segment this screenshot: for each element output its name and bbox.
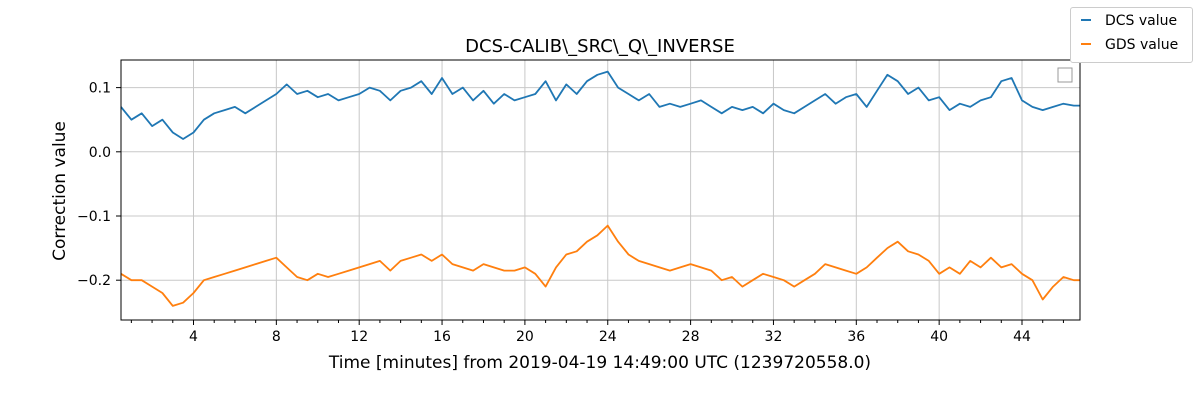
- legend-item-dcs: DCS value: [1081, 12, 1177, 30]
- series-line-gds: [120, 224, 1080, 307]
- x-tick-label: 20: [516, 329, 534, 345]
- x-tick-label: 36: [847, 329, 865, 345]
- y-tick-label: −0.1: [77, 209, 111, 225]
- legend-swatch-gds: [1081, 43, 1091, 45]
- x-tick-label: 32: [765, 329, 783, 345]
- y-axis-label: Correction value: [50, 121, 70, 261]
- x-tick-label: 8: [272, 329, 281, 345]
- legend: DCS value GDS value: [1070, 7, 1193, 63]
- x-tick-label: 28: [682, 329, 700, 345]
- x-tick-label: 12: [350, 329, 368, 345]
- legend-item-gds: GDS value: [1081, 36, 1178, 54]
- legend-label-dcs: DCS value: [1105, 13, 1178, 29]
- x-tick-label: 24: [599, 329, 617, 345]
- x-axis-label: Time [minutes] from 2019-04-19 14:49:00 …: [328, 353, 871, 373]
- inner-legend-box: [1057, 67, 1073, 83]
- legend-swatch-dcs: [1081, 19, 1091, 21]
- plot-area: 4 8 12 16 20 24 28 32 36 40 44 0.1 0.0 −0.1 −0.2: [77, 59, 1081, 345]
- x-tick-label: 4: [189, 329, 198, 345]
- axes-frame: [120, 59, 1081, 321]
- chart-title: DCS-CALIB\_SRC\_Q\_INVERSE: [465, 36, 735, 57]
- y-tick-label: −0.2: [77, 273, 111, 289]
- series-line-dcs: [120, 70, 1080, 140]
- y-tick-label: 0.0: [89, 145, 111, 161]
- x-tick-label: 40: [930, 329, 948, 345]
- x-tick-label: 16: [433, 329, 451, 345]
- legend-label-gds: GDS value: [1105, 37, 1179, 53]
- x-tick-label: 44: [1013, 329, 1031, 345]
- y-tick-label: 0.1: [89, 81, 111, 97]
